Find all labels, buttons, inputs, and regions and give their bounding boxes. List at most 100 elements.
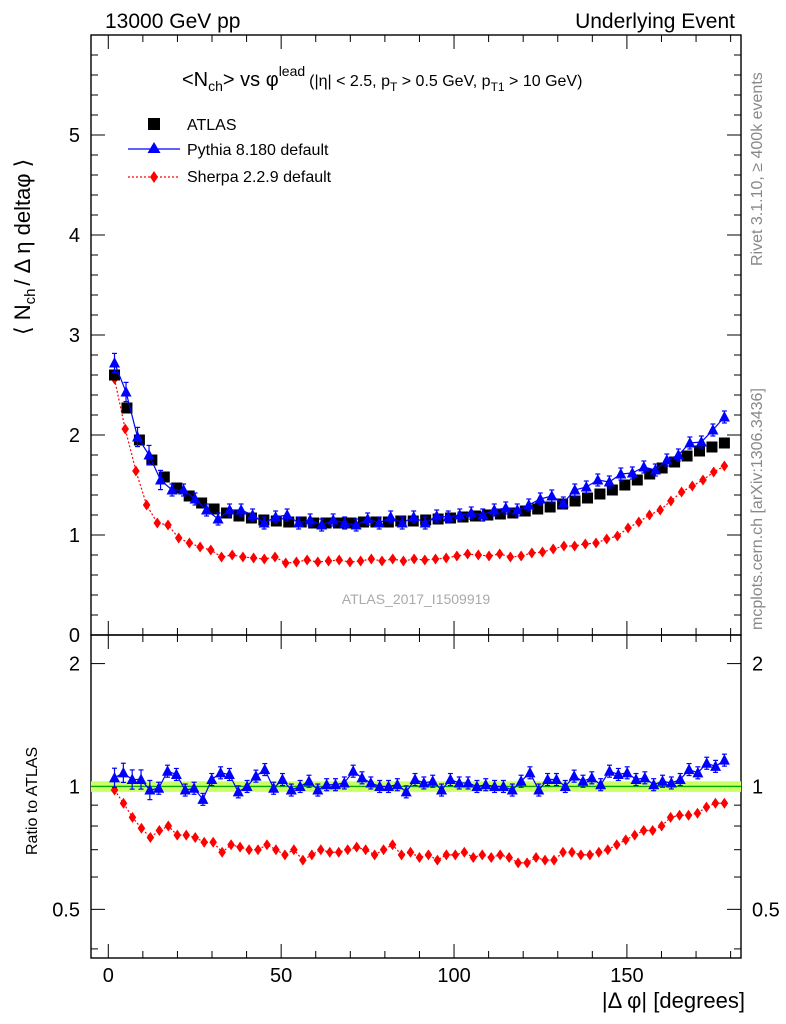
- sherpa-point: [431, 553, 440, 565]
- pythia-ratio-point: [533, 784, 545, 795]
- sherpa-point: [260, 553, 269, 565]
- sherpa-point: [720, 460, 729, 472]
- y-tick-label: 3: [69, 325, 80, 347]
- sherpa-ratio-point: [442, 849, 451, 861]
- pythia-ratio-point: [338, 776, 350, 788]
- sherpa-point: [645, 509, 654, 521]
- pythia-ratio-point: [497, 780, 509, 791]
- chart-title: <Nch> vs φlead(|η| < 2.5, pT > 0.5 GeV, …: [182, 63, 582, 94]
- atlas-point: [544, 501, 556, 513]
- sherpa-ratio-point: [630, 829, 639, 841]
- sherpa-point: [677, 486, 686, 498]
- sherpa-ratio-point: [424, 849, 433, 861]
- sherpa-line: [113, 378, 725, 564]
- pythia-ratio-point: [206, 773, 218, 785]
- sherpa-ratio-point: [595, 846, 603, 858]
- sherpa-ratio-point: [541, 854, 549, 866]
- ratio-y-tick-label-right: 0.5: [752, 899, 780, 921]
- atlas-point: [669, 456, 681, 468]
- ratio-y-tick-label-right: 2: [752, 654, 763, 676]
- pythia-ratio-point: [285, 784, 297, 795]
- pythia-ratio-point: [197, 793, 209, 804]
- watermark: ATLAS_2017_I1509919: [342, 591, 491, 607]
- sherpa-point: [142, 499, 151, 511]
- atlas-point: [718, 437, 730, 449]
- sherpa-ratio-point: [469, 851, 478, 863]
- sherpa-point: [506, 551, 515, 563]
- sherpa-ratio-point: [299, 854, 307, 866]
- sherpa-ratio-point: [657, 820, 666, 832]
- pythia-ratio-point: [135, 773, 147, 785]
- pythia-ratio-point: [144, 784, 156, 795]
- pythia-point: [615, 468, 627, 479]
- pythia-point: [120, 386, 132, 397]
- sherpa-point: [549, 543, 558, 555]
- pythia-ratio-point: [621, 766, 633, 778]
- atlas-point: [482, 509, 494, 521]
- pythia-point: [431, 510, 443, 521]
- sherpa-point: [132, 465, 140, 477]
- sherpa-point: [463, 548, 472, 560]
- sherpa-ratio-point: [639, 825, 648, 837]
- pythia-ratio-point: [471, 780, 483, 791]
- pythia-point: [500, 502, 512, 513]
- pythia-point: [546, 490, 558, 501]
- sherpa-ratio-point: [648, 825, 657, 837]
- pythia-ratio-point: [250, 770, 262, 781]
- sherpa-ratio-point: [451, 849, 460, 861]
- sherpa-ratio-point: [128, 811, 137, 823]
- pythia-ratio-point: [374, 780, 386, 791]
- sherpa-point: [196, 541, 204, 553]
- atlas-point: [631, 474, 643, 486]
- ratio-y-tick-label-right: 1: [752, 776, 763, 798]
- pythia-ratio-point: [639, 771, 651, 783]
- pythia-point: [258, 517, 270, 528]
- pythia-ratio-point: [648, 778, 660, 790]
- atlas-point: [569, 495, 581, 507]
- sherpa-ratio-point: [164, 820, 173, 832]
- pythia-ratio-point: [391, 778, 403, 790]
- sherpa-ratio-point: [218, 846, 226, 858]
- pythia-point: [327, 514, 339, 525]
- sherpa-ratio-point: [684, 809, 693, 821]
- legend-marker-sherpa: [150, 171, 158, 183]
- sherpa-ratio-point: [514, 857, 522, 869]
- sherpa-point: [217, 551, 226, 563]
- sherpa-ratio-point: [577, 849, 585, 861]
- pythia-point: [419, 517, 431, 528]
- pythia-point: [396, 517, 408, 528]
- pythia-ratio-point: [126, 773, 138, 785]
- pythia-point: [281, 509, 293, 520]
- sherpa-point: [399, 555, 408, 567]
- axis-ticks: 0 50 100 150 0 1 2 3 4 5 0.5 0.5 1 1 2 2: [52, 34, 780, 987]
- sherpa-ratio-point: [343, 844, 352, 856]
- sherpa-point: [207, 544, 215, 556]
- atlas-point: [382, 516, 394, 528]
- sherpa-point: [410, 553, 418, 565]
- y-tick-label: 2: [69, 425, 80, 447]
- sherpa-point: [346, 556, 354, 568]
- pythia-ratio-point: [153, 782, 165, 793]
- pythia-ratio-point: [241, 780, 253, 791]
- sherpa-ratio-point: [568, 846, 576, 858]
- sherpa-ratio-point: [173, 829, 182, 841]
- atlas-point: [519, 505, 531, 517]
- sherpa-point: [624, 522, 632, 534]
- sherpa-ratio-point: [370, 849, 379, 861]
- sherpa-point: [538, 546, 547, 558]
- sherpa-point: [121, 423, 130, 435]
- pythia-point: [718, 411, 730, 422]
- atlas-point: [158, 471, 170, 483]
- ratio-y-label: Ratio to ATLAS: [24, 747, 41, 855]
- pythia-ratio-point: [409, 773, 421, 785]
- pythia-point: [132, 431, 144, 442]
- pythia-point: [304, 514, 316, 525]
- sherpa-ratio-point: [388, 839, 397, 851]
- pythia-ratio-point: [303, 775, 315, 786]
- pythia-ratio-point: [665, 776, 677, 788]
- pythia-ratio-point: [418, 776, 430, 788]
- sherpa-ratio-point: [496, 849, 504, 861]
- sherpa-ratio-point: [505, 851, 513, 863]
- x-axis-label: |Δ φ| [degrees]: [602, 988, 745, 1013]
- pythia-point: [442, 511, 454, 522]
